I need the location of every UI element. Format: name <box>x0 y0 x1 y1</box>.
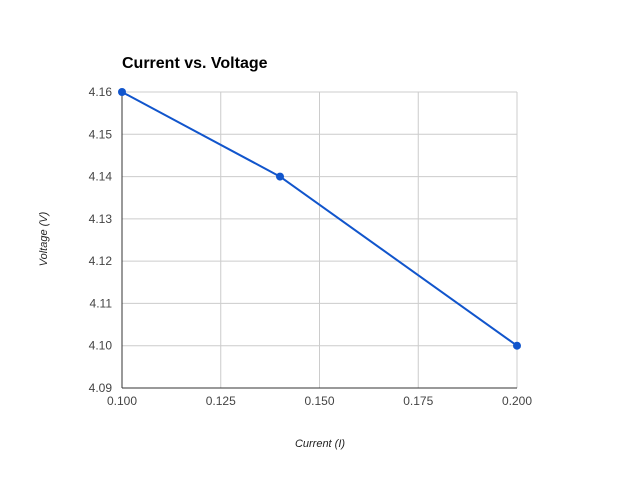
y-tick-label: 4.14 <box>89 170 113 184</box>
grid <box>121 91 518 389</box>
x-tick-label: 0.125 <box>206 394 236 408</box>
x-tick-label: 0.200 <box>502 394 532 408</box>
y-tick-label: 4.12 <box>89 254 113 268</box>
y-tick-label: 4.11 <box>90 296 113 310</box>
y-tick-label: 4.13 <box>89 212 113 226</box>
y-tick-label: 4.10 <box>89 339 113 353</box>
y-axis-label: Voltage (V) <box>38 211 50 266</box>
x-tick-label: 0.175 <box>403 394 433 408</box>
x-tick-label: 0.150 <box>304 394 334 408</box>
data-point <box>276 172 284 181</box>
chart-title: Current vs. Voltage <box>122 55 268 72</box>
y-tick-label: 4.16 <box>89 85 113 99</box>
y-tick-label: 4.15 <box>89 127 113 141</box>
y-tick-label: 4.09 <box>89 381 113 395</box>
tick-labels: 4.09 4.10 4.11 4.12 4.13 4.14 4.15 4.16 0.100 0.1… <box>89 85 533 408</box>
data-point <box>118 88 126 96</box>
x-tick-label: 0.100 <box>107 394 137 408</box>
data-point <box>513 341 521 350</box>
x-axis-label: Current (I) <box>295 438 345 450</box>
series-layer <box>118 88 521 350</box>
